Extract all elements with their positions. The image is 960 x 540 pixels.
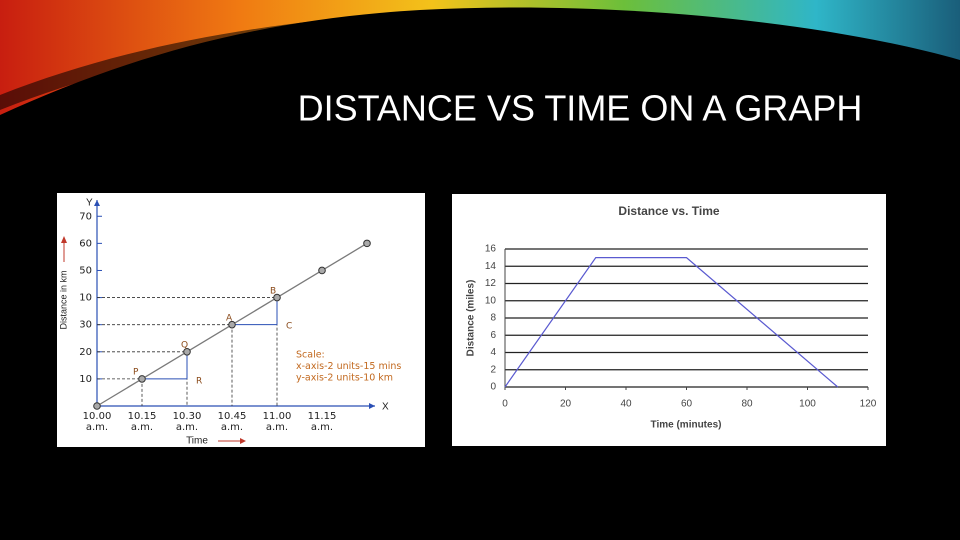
y-axis-label: Distance in km: [58, 270, 68, 329]
x-tick-label: 80: [741, 399, 753, 410]
x-tick-label: 10.30 a.m.: [172, 411, 202, 433]
x-tick-label: 20: [560, 399, 572, 410]
decor-swoosh-shade: [0, 9, 960, 110]
y-label-arrowhead: [61, 236, 67, 243]
x-tick-label: 100: [799, 399, 816, 410]
y-tick-label: 0: [490, 382, 496, 393]
y-tick-label: 10: [79, 374, 92, 385]
y-tick-label: 16: [485, 244, 497, 255]
y-tick-label: 14: [485, 261, 497, 272]
y-tick-label: 20: [79, 347, 92, 358]
x-tick-label: 11.00 a.m.: [262, 411, 292, 433]
y-tick-label: 10: [79, 293, 92, 304]
scale-note: x-axis-2 units-15 mins: [296, 361, 401, 372]
x-tick-label: 120: [860, 399, 877, 410]
data-point: [363, 239, 371, 248]
chart-title: Distance vs. Time: [618, 204, 719, 218]
x-tick-label: 11.15 a.m.: [307, 411, 337, 433]
y-tick-label: 30: [79, 320, 92, 331]
y-tick-label: 2: [490, 364, 496, 375]
x-label-arrowhead: [240, 438, 246, 444]
data-point: [318, 266, 326, 275]
x-tick-label: 40: [620, 399, 632, 410]
point-label: Q: [181, 341, 188, 351]
y-tick-label: 70: [79, 211, 92, 222]
data-line: [504, 257, 839, 388]
x-axis-name: X: [382, 402, 389, 413]
point-label: P: [133, 368, 139, 378]
y-tick-label: 8: [490, 313, 496, 324]
data-point: [138, 375, 146, 383]
x-axis-label: Time: [186, 436, 208, 447]
data-point: [93, 402, 101, 410]
point-label: R: [196, 377, 202, 387]
y-tick-label: 60: [79, 238, 92, 249]
data-point: [273, 293, 281, 302]
y-tick-label: 12: [485, 278, 497, 289]
point-label: C: [286, 322, 292, 332]
y-axis-label: Distance (miles): [466, 280, 477, 357]
scale-note: y-axis-2 units-10 km: [296, 373, 393, 384]
point-label: B: [270, 287, 276, 297]
y-tick-label: 4: [490, 347, 496, 358]
data-point: [183, 347, 191, 356]
scale-note: Scale:: [296, 350, 325, 361]
slide-title: DISTANCE VS TIME ON A GRAPH: [298, 88, 863, 129]
x-axis-label: Time (minutes): [651, 420, 722, 431]
x-axis-arrow: [369, 403, 375, 409]
y-axis-name: Y: [86, 198, 93, 209]
right-panel: [452, 194, 886, 446]
x-tick-label: 10.15 a.m.: [127, 411, 157, 433]
x-tick-label: 0: [502, 399, 508, 410]
data-point: [228, 320, 236, 329]
y-tick-label: 6: [490, 330, 496, 341]
point-label: A: [226, 314, 233, 324]
x-tick-label: 60: [681, 399, 693, 410]
x-tick-label: 10.00 a.m.: [82, 411, 112, 433]
decor-swoosh: [0, 0, 960, 115]
x-tick-label: 10.45 a.m.: [217, 411, 247, 433]
y-axis-arrow: [94, 200, 100, 206]
y-tick-label: 10: [485, 295, 497, 306]
y-tick-label: 50: [79, 265, 92, 276]
